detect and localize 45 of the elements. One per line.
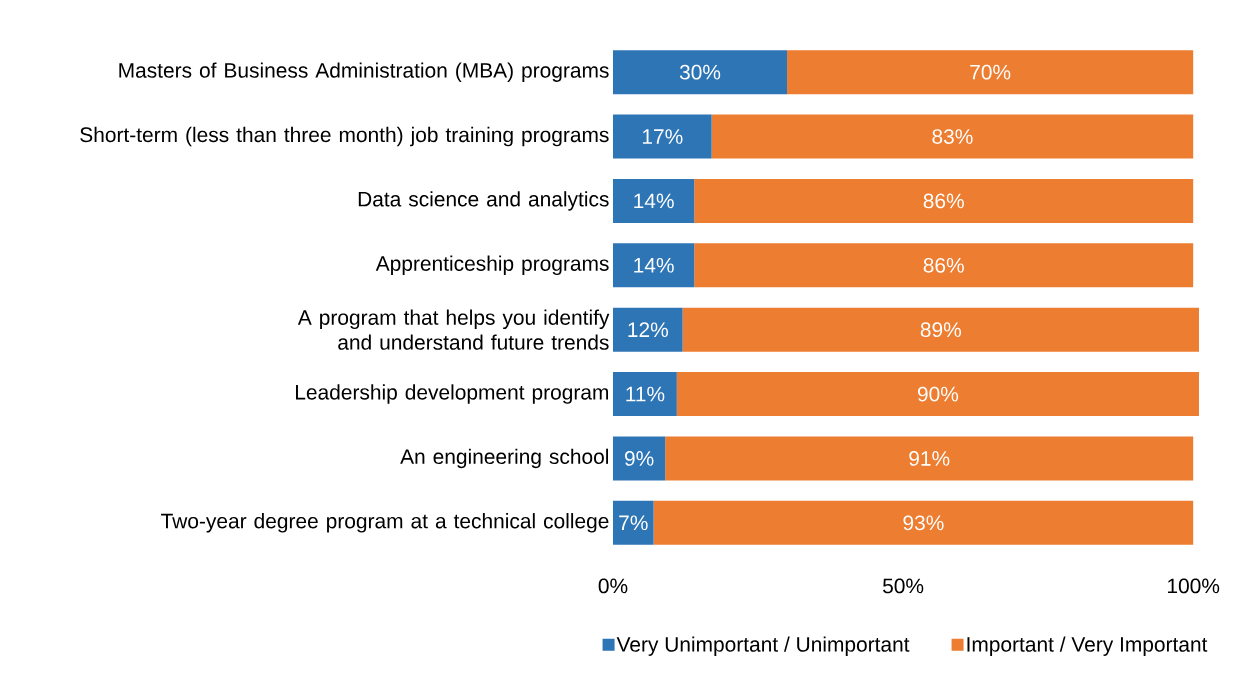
y-tick-label: Masters of Business Administration (MBA) programs — [119, 62, 609, 82]
bar — [612, 243, 695, 288]
x-tick-label: 100% — [1168, 578, 1220, 594]
bar — [694, 243, 1194, 288]
bar — [612, 50, 788, 95]
data-label: 7% — [619, 515, 648, 531]
bar — [612, 307, 683, 352]
data-label: 90% — [917, 386, 959, 402]
bar — [682, 307, 1199, 352]
bar — [711, 114, 1194, 159]
bar — [787, 50, 1194, 95]
y-tick-label: Data science and analytics — [358, 191, 609, 211]
data-label: 86% — [923, 193, 964, 209]
bar — [612, 500, 654, 545]
bar — [676, 372, 1199, 417]
data-label: 14% — [634, 193, 674, 209]
data-label: 9% — [624, 451, 654, 466]
data-label: 89% — [920, 322, 961, 338]
data-label: 86% — [923, 257, 964, 273]
bar — [612, 114, 712, 159]
bar — [612, 178, 695, 223]
bar — [665, 436, 1194, 481]
data-label: 11% — [626, 386, 665, 402]
data-label: 83% — [932, 129, 973, 144]
bar — [612, 436, 666, 481]
data-label: 91% — [909, 451, 950, 466]
x-tick-label: 50% — [883, 578, 924, 594]
data-label: 30% — [679, 64, 721, 80]
y-tick-label: Two-year degree program at a technical college — [161, 513, 609, 533]
y-tick-label: A program that helps you identify and understand future trends — [297, 309, 610, 350]
legend-label: Very Unimportant / Unimportant — [616, 636, 910, 656]
data-label: 12% — [628, 322, 668, 338]
data-label: 17% — [642, 129, 683, 144]
y-tick-label: An engineering school — [400, 448, 609, 469]
data-label: 14% — [634, 257, 674, 273]
bar — [612, 372, 677, 417]
bar — [694, 178, 1194, 223]
legend-label: Important / Very Important — [967, 636, 1208, 656]
data-label: 70% — [970, 64, 1011, 80]
data-label: 93% — [903, 515, 944, 531]
y-tick-label: Apprenticeship programs — [375, 255, 609, 276]
x-tick-label: 0% — [598, 578, 628, 594]
bar — [653, 500, 1194, 545]
y-tick-label: Leadership development program — [296, 384, 609, 404]
y-tick-label: Short-term (less than three month) job training programs — [80, 126, 609, 147]
